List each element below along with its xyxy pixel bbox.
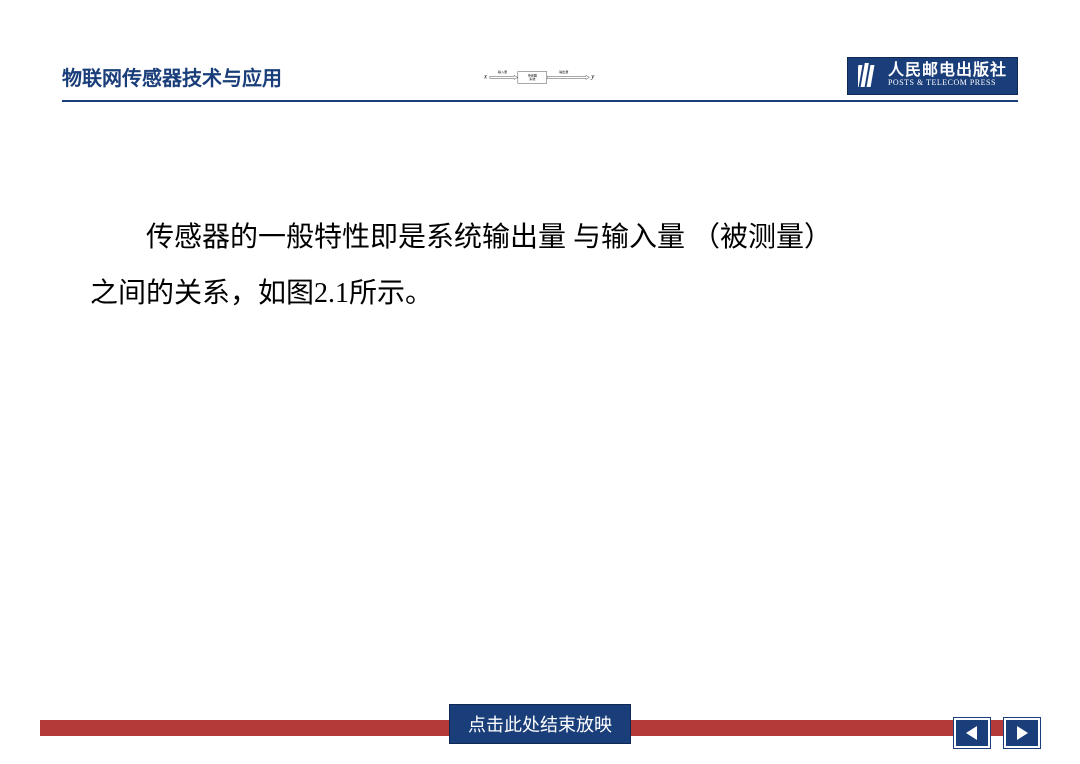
publisher-logo-icon <box>858 62 880 88</box>
next-triangle-icon <box>1013 724 1031 742</box>
body-paragraph: 传感器的一般特性即是系统输出量 与输入量 （被测量） 之间的关系，如图2.1所示… <box>90 210 990 322</box>
paragraph-line-2: 之间的关系，如图2.1所示。 <box>90 278 433 309</box>
nav-button-group <box>954 718 1040 748</box>
next-slide-button[interactable] <box>1004 718 1040 748</box>
publisher-badge: 人民邮电出版社 POSTS & TELECOM PRESS <box>847 57 1018 95</box>
slide-header: 物联网传感器技术与应用 人民邮电出版社 POSTS & TELECOM PRES… <box>62 56 1018 96</box>
header-underline <box>62 100 1018 102</box>
prev-slide-button[interactable] <box>954 718 990 748</box>
book-title: 物联网传感器技术与应用 <box>62 62 282 91</box>
publisher-name-en: POSTS & TELECOM PRESS <box>888 79 1007 88</box>
prev-triangle-icon <box>963 724 981 742</box>
end-slideshow-button[interactable]: 点击此处结束放映 <box>449 704 631 744</box>
paragraph-line-1: 传感器的一般特性即是系统输出量 与输入量 （被测量） <box>146 222 832 253</box>
publisher-name-cn: 人民邮电出版社 <box>888 62 1007 80</box>
